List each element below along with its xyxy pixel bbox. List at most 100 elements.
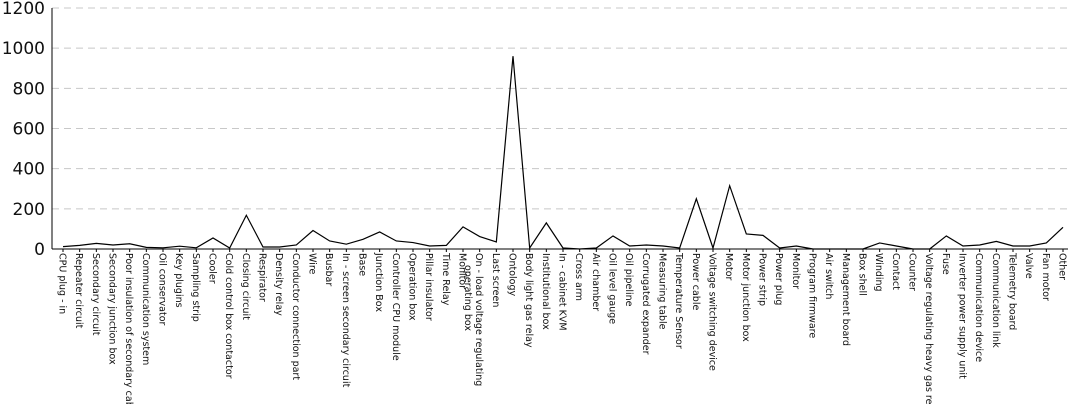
data-point [878, 242, 880, 244]
x-tick-label: Fuse [940, 253, 951, 275]
x-tick-label: Other [1057, 253, 1068, 280]
data-point [178, 245, 180, 247]
x-tick-label: Base [357, 253, 368, 276]
data-point [145, 246, 147, 248]
x-tick-label: Corrugated expander [640, 253, 651, 355]
data-point [112, 244, 114, 246]
x-tick-label: Monitor [457, 253, 468, 289]
data-point [228, 247, 230, 249]
y-tick-label: 0 [34, 240, 45, 260]
x-tick-label: Motor [723, 253, 734, 281]
y-tick-label: 1200 [2, 0, 45, 19]
data-point [462, 226, 464, 228]
x-tick-label: Counter [907, 253, 918, 291]
x-tick-label: Operation box [407, 253, 418, 321]
x-tick-label: Respirator [257, 253, 268, 302]
x-tick-label: Oil level gauge [607, 253, 618, 324]
x-tick-label: Busbar [323, 253, 334, 286]
data-point [78, 244, 80, 246]
x-tick-label: Secondary junction box [107, 253, 118, 365]
data-point [478, 235, 480, 237]
x-tick-label: Communication system [140, 253, 151, 365]
x-tick-label: Temperature Sensor [673, 252, 684, 349]
x-tick-label: Wire [307, 253, 318, 275]
x-tick-label: Management board [840, 253, 851, 346]
data-point [378, 231, 380, 233]
data-point [62, 245, 64, 247]
data-point [728, 185, 730, 187]
x-tick-label: In - screen secondary circuit [340, 253, 351, 388]
x-tick-label: Power cable [690, 253, 701, 310]
x-tick-label: Pillar insulator [423, 253, 434, 321]
x-tick-label: Poor insulation of secondary cable [123, 253, 134, 404]
x-tick-label: Conductor connection part [290, 253, 301, 380]
data-point [362, 238, 364, 240]
x-tick-label: Winding [873, 253, 884, 292]
data-point [212, 237, 214, 239]
x-tick-label: Cooler [207, 253, 218, 284]
x-tick-label: Closing circuit [240, 253, 251, 320]
x-tick-label: Repeater circuit [73, 253, 84, 329]
data-point [962, 245, 964, 247]
data-point [1028, 245, 1030, 247]
x-tick-label: Measuring table [657, 253, 668, 330]
data-point [95, 242, 97, 244]
x-tick-label: Monitor [790, 253, 801, 289]
y-axis-tick-labels: 0 200 400 600 800 1000 1200 [2, 0, 45, 260]
data-point [278, 246, 280, 248]
x-tick-label: CPU plug - in [57, 253, 68, 314]
data-point [328, 240, 330, 242]
data-point [1062, 226, 1064, 228]
data-point [195, 247, 197, 249]
data-point [295, 244, 297, 246]
data-point [512, 55, 514, 57]
x-tick-label: Cross arm [573, 253, 584, 301]
x-tick-label: Motor junction box [740, 253, 751, 342]
x-tick-label: Box shell [857, 253, 868, 296]
x-tick-label: Sampling strip [190, 253, 201, 322]
x-tick-label: Air switch [823, 253, 834, 299]
x-tick-label: Contact [890, 253, 901, 290]
data-point [662, 245, 664, 247]
gridlines [52, 7, 1068, 210]
data-point [428, 245, 430, 247]
x-tick-label: Power strip [757, 253, 768, 306]
x-tick-label: Inverter power supply unit [957, 253, 968, 379]
data-point [995, 240, 997, 242]
data-point [595, 247, 597, 249]
data-point [1045, 242, 1047, 244]
data-point [245, 214, 247, 216]
x-tick-label: Fan motor [1040, 253, 1051, 301]
x-tick-label: Voltage regulating heavy gas relay [923, 253, 934, 404]
data-point [628, 245, 630, 247]
data-point [762, 234, 764, 236]
x-tick-label: Key plugins [173, 253, 184, 308]
data-point [528, 247, 530, 249]
data-point [445, 244, 447, 246]
data-point [395, 240, 397, 242]
data-point [128, 243, 130, 245]
data-point [712, 247, 714, 249]
x-axis-tick-labels: CPU plug - in Repeater circuit Secondary c… [57, 249, 1068, 404]
x-tick-label: Time Relay [440, 252, 451, 306]
y-tick-label: 200 [13, 200, 45, 220]
data-point [745, 233, 747, 235]
data-point [412, 241, 414, 243]
x-tick-label: Air chamber [590, 253, 601, 311]
data-point [678, 247, 680, 249]
y-tick-label: 600 [13, 120, 45, 140]
data-point [895, 245, 897, 247]
data-point [945, 235, 947, 237]
data-point [262, 246, 264, 248]
data-point [612, 235, 614, 237]
axes [51, 8, 1068, 250]
x-tick-label: Oil conservator [157, 253, 168, 326]
y-tick-label: 400 [13, 160, 45, 180]
x-tick-label: Program firmware [807, 253, 818, 338]
x-tick-label: Telemetry board [1007, 252, 1018, 330]
x-tick-label: Voltage switching device [707, 253, 718, 371]
data-point [778, 247, 780, 249]
data-point [345, 243, 347, 245]
x-tick-label: Communication link [990, 253, 1001, 348]
